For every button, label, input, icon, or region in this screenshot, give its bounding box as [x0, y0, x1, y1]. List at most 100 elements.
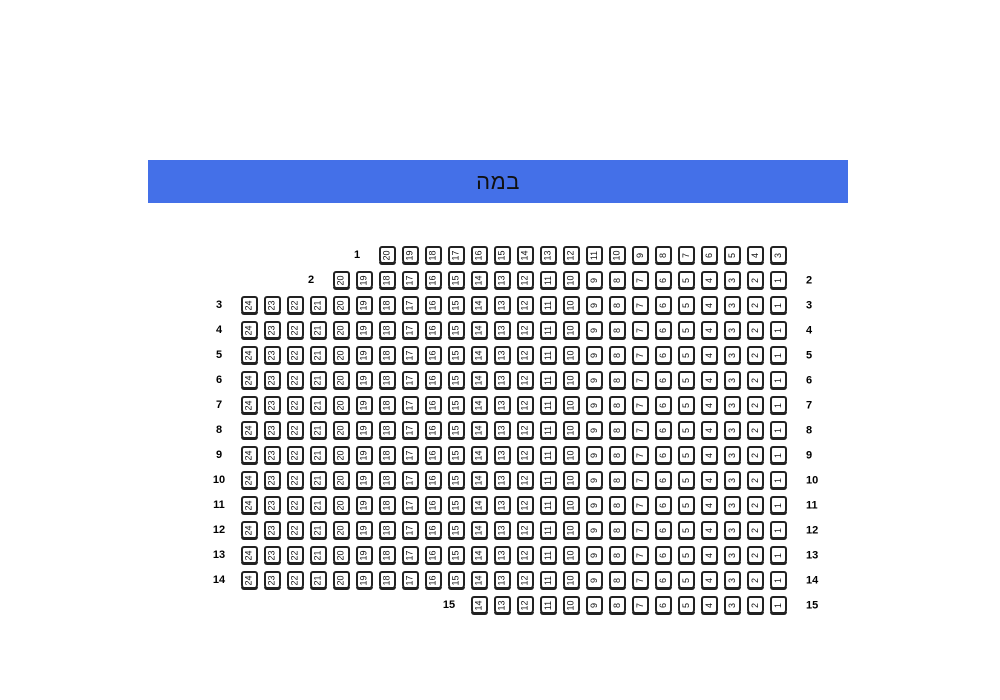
seat-icon[interactable]: 2: [747, 321, 764, 340]
seat-icon[interactable]: 6: [655, 596, 672, 615]
seat-icon[interactable]: 22: [287, 471, 304, 490]
seat-icon[interactable]: 9: [586, 296, 603, 315]
seat-icon[interactable]: 1: [770, 296, 787, 315]
seat-icon[interactable]: 15: [448, 321, 465, 340]
seat-icon[interactable]: 20: [379, 246, 396, 265]
seat-icon[interactable]: 11: [540, 471, 557, 490]
seat-icon[interactable]: 8: [609, 421, 626, 440]
seat-icon[interactable]: 14: [517, 246, 534, 265]
seat-icon[interactable]: 23: [264, 571, 281, 590]
seat-icon[interactable]: 7: [632, 346, 649, 365]
seat-icon[interactable]: 12: [517, 471, 534, 490]
seat-icon[interactable]: 5: [724, 246, 741, 265]
seat-icon[interactable]: 17: [448, 246, 465, 265]
seat-icon[interactable]: 14: [471, 596, 488, 615]
seat-icon[interactable]: 1: [770, 446, 787, 465]
seat-icon[interactable]: 15: [448, 546, 465, 565]
seat-icon[interactable]: 16: [425, 321, 442, 340]
seat-icon[interactable]: 24: [241, 521, 258, 540]
seat-icon[interactable]: 10: [563, 346, 580, 365]
seat-icon[interactable]: 13: [494, 296, 511, 315]
seat-icon[interactable]: 19: [356, 496, 373, 515]
seat-icon[interactable]: 17: [402, 521, 419, 540]
seat-icon[interactable]: 8: [609, 296, 626, 315]
seat-icon[interactable]: 8: [655, 246, 672, 265]
seat-icon[interactable]: 4: [701, 496, 718, 515]
seat-icon[interactable]: 22: [287, 521, 304, 540]
seat-icon[interactable]: 13: [494, 596, 511, 615]
seat-icon[interactable]: 12: [517, 571, 534, 590]
seat-icon[interactable]: 23: [264, 496, 281, 515]
seat-icon[interactable]: 2: [747, 471, 764, 490]
seat-icon[interactable]: 3: [724, 321, 741, 340]
seat-icon[interactable]: 7: [632, 446, 649, 465]
seat-icon[interactable]: 13: [494, 396, 511, 415]
seat-icon[interactable]: 17: [402, 496, 419, 515]
seat-icon[interactable]: 15: [448, 571, 465, 590]
seat-icon[interactable]: 5: [678, 346, 695, 365]
seat-icon[interactable]: 16: [425, 571, 442, 590]
seat-icon[interactable]: 2: [747, 496, 764, 515]
seat-icon[interactable]: 6: [655, 271, 672, 290]
seat-icon[interactable]: 11: [540, 346, 557, 365]
seat-icon[interactable]: 9: [586, 421, 603, 440]
seat-icon[interactable]: 17: [402, 346, 419, 365]
seat-icon[interactable]: 12: [517, 596, 534, 615]
seat-icon[interactable]: 18: [379, 571, 396, 590]
seat-icon[interactable]: 6: [655, 471, 672, 490]
seat-icon[interactable]: 13: [494, 271, 511, 290]
seat-icon[interactable]: 3: [724, 346, 741, 365]
seat-icon[interactable]: 21: [310, 521, 327, 540]
seat-icon[interactable]: 8: [609, 571, 626, 590]
seat-icon[interactable]: 11: [540, 321, 557, 340]
seat-icon[interactable]: 3: [724, 296, 741, 315]
seat-icon[interactable]: 14: [471, 571, 488, 590]
seat-icon[interactable]: 14: [471, 321, 488, 340]
seat-icon[interactable]: 15: [448, 446, 465, 465]
seat-icon[interactable]: 2: [747, 271, 764, 290]
seat-icon[interactable]: 10: [563, 396, 580, 415]
seat-icon[interactable]: 23: [264, 521, 281, 540]
seat-icon[interactable]: 1: [770, 321, 787, 340]
seat-icon[interactable]: 11: [540, 271, 557, 290]
seat-icon[interactable]: 8: [609, 446, 626, 465]
seat-icon[interactable]: 8: [609, 471, 626, 490]
seat-icon[interactable]: 2: [747, 346, 764, 365]
seat-icon[interactable]: 12: [517, 321, 534, 340]
seat-icon[interactable]: 10: [563, 496, 580, 515]
seat-icon[interactable]: 21: [310, 571, 327, 590]
seat-icon[interactable]: 12: [517, 396, 534, 415]
seat-icon[interactable]: 9: [586, 571, 603, 590]
seat-icon[interactable]: 5: [678, 546, 695, 565]
seat-icon[interactable]: 22: [287, 396, 304, 415]
seat-icon[interactable]: 20: [333, 271, 350, 290]
seat-icon[interactable]: 6: [701, 246, 718, 265]
seat-icon[interactable]: 5: [678, 421, 695, 440]
seat-icon[interactable]: 9: [586, 471, 603, 490]
seat-icon[interactable]: 14: [471, 546, 488, 565]
seat-icon[interactable]: 18: [379, 346, 396, 365]
seat-icon[interactable]: 1: [770, 521, 787, 540]
seat-icon[interactable]: 16: [471, 246, 488, 265]
seat-icon[interactable]: 13: [494, 371, 511, 390]
seat-icon[interactable]: 8: [609, 546, 626, 565]
seat-icon[interactable]: 23: [264, 471, 281, 490]
seat-icon[interactable]: 10: [563, 471, 580, 490]
seat-icon[interactable]: 14: [471, 446, 488, 465]
seat-icon[interactable]: 11: [540, 546, 557, 565]
seat-icon[interactable]: 13: [494, 346, 511, 365]
seat-icon[interactable]: 19: [356, 471, 373, 490]
seat-icon[interactable]: 17: [402, 571, 419, 590]
seat-icon[interactable]: 20: [333, 321, 350, 340]
seat-icon[interactable]: 10: [563, 596, 580, 615]
seat-icon[interactable]: 20: [333, 471, 350, 490]
seat-icon[interactable]: 24: [241, 396, 258, 415]
seat-icon[interactable]: 6: [655, 496, 672, 515]
seat-icon[interactable]: 7: [632, 571, 649, 590]
seat-icon[interactable]: 5: [678, 446, 695, 465]
seat-icon[interactable]: 4: [701, 296, 718, 315]
seat-icon[interactable]: 5: [678, 571, 695, 590]
seat-icon[interactable]: 13: [494, 546, 511, 565]
seat-icon[interactable]: 12: [517, 346, 534, 365]
seat-icon[interactable]: 9: [586, 396, 603, 415]
